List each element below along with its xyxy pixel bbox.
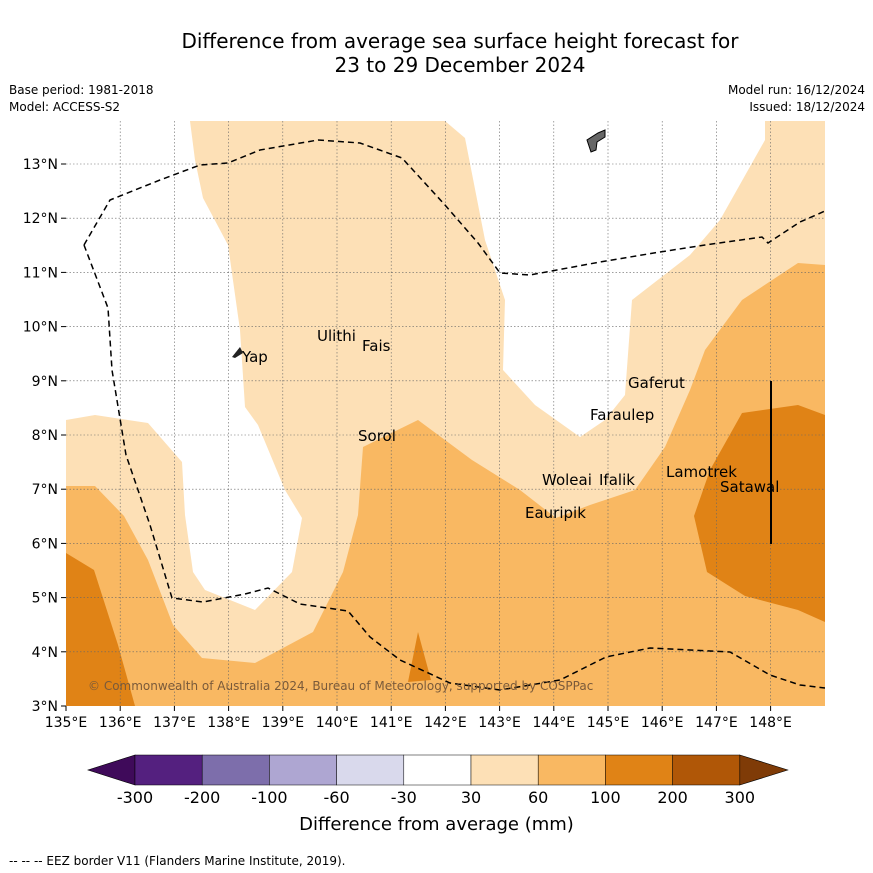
lat-tick-label: 5°N [32, 591, 58, 607]
colorbar-segment [672, 754, 741, 786]
colorbar-label: -100 [251, 788, 288, 807]
lon-tick-label: 135°E [45, 715, 88, 731]
lon-tick-label: 139°E [262, 715, 305, 731]
place-label-ulithi: Ulithi [317, 327, 356, 345]
eez-border-line [83, 139, 825, 691]
lat-tick-label: 7°N [32, 482, 58, 498]
colorbar-label: 200 [657, 788, 688, 807]
lat-tick-label: 3°N [32, 699, 58, 715]
colorbar-segment [134, 754, 203, 786]
model-run-text: Model run: 16/12/2024 [727, 83, 865, 97]
colorbar-min-arrow [87, 754, 136, 786]
colorbar-label: -60 [323, 788, 350, 807]
contour-100-200-spike [408, 632, 431, 682]
colorbar-label: 60 [528, 788, 549, 807]
place-label-faraulep: Faraulep [590, 406, 654, 424]
colorbar-segment [269, 754, 337, 786]
axis-ticks: 135°E 136°E 137°E 138°E 139°E 140°E 141°E 142°E… [23, 157, 792, 731]
colorbar [87, 754, 789, 786]
lon-tick-label: 147°E [695, 715, 738, 731]
colorbar-max-arrow [739, 754, 789, 786]
lat-tick-label: 6°N [32, 536, 58, 552]
place-label-woleai: Woleai [542, 471, 592, 489]
place-label-sorol: Sorol [358, 427, 396, 445]
contour-100-200-east [694, 405, 825, 622]
lon-tick-label: 138°E [207, 715, 250, 731]
lat-tick-label: 4°N [32, 645, 58, 661]
base-period-text: Base period: 1981-2018 [9, 83, 154, 97]
lat-tick-label: 9°N [32, 374, 58, 390]
place-label-eauripik: Eauripik [525, 504, 586, 522]
place-label-ifalik: Ifalik [599, 471, 635, 489]
colorbar-title: Difference from average (mm) [299, 814, 574, 835]
lon-tick-label: 141°E [370, 715, 413, 731]
model-text: Model: ACCESS-S2 [9, 100, 121, 114]
lon-tick-label: 146°E [641, 715, 684, 731]
contour-100-200 [66, 553, 135, 706]
place-label-yap: Yap [241, 348, 268, 366]
lat-tick-label: 11°N [23, 265, 58, 281]
contour-60-100 [66, 263, 825, 706]
colorbar-segment [201, 754, 270, 786]
lon-tick-label: 145°E [587, 715, 630, 731]
map-plot-area: Yap Ulithi Fais Sorol Gaferut Faraulep W… [66, 121, 825, 706]
place-label-gaferut: Gaferut [628, 374, 685, 392]
colorbar-segment [537, 754, 606, 786]
lat-tick-label: 8°N [32, 428, 58, 444]
lon-tick-label: 140°E [316, 715, 359, 731]
lon-tick-label: 142°E [424, 715, 467, 731]
colorbar-label: 30 [460, 788, 482, 807]
guam-island [586, 129, 606, 153]
lon-tick-label: 148°E [749, 715, 792, 731]
colorbar-label: -200 [184, 788, 221, 807]
lon-tick-label: 143°E [478, 715, 521, 731]
place-label-fais: Fais [362, 337, 391, 355]
colorbar-segment [470, 754, 539, 786]
yap-island [232, 347, 243, 358]
eez-footnote: -- -- -- EEZ border V11 (Flanders Marine… [9, 854, 346, 868]
place-label-lamotrek: Lamotrek [666, 463, 737, 481]
map-title-line-1: Difference from average sea surface heig… [181, 29, 739, 53]
place-label-satawal: Satawal [720, 478, 779, 496]
colorbar-label: -300 [116, 788, 154, 807]
lat-tick-label: 13°N [23, 157, 58, 173]
colorbar-label: -30 [390, 788, 417, 807]
copyright-text: © Commonwealth of Australia 2024, Bureau… [88, 679, 593, 693]
colorbar-label: 100 [590, 788, 621, 807]
colorbar-segment [605, 754, 673, 786]
colorbar-segment [403, 754, 472, 786]
issued-text: Issued: 18/12/2024 [749, 100, 865, 114]
lon-tick-label: 144°E [533, 715, 576, 731]
lat-tick-label: 10°N [23, 320, 58, 336]
colorbar-label: 300 [724, 788, 756, 807]
colorbar-segment [336, 754, 405, 786]
lon-tick-label: 137°E [153, 715, 196, 731]
graticule [66, 121, 825, 706]
lat-tick-label: 12°N [23, 211, 58, 227]
map-title-line-2: 23 to 29 December 2024 [334, 53, 586, 77]
lon-tick-label: 136°E [99, 715, 142, 731]
